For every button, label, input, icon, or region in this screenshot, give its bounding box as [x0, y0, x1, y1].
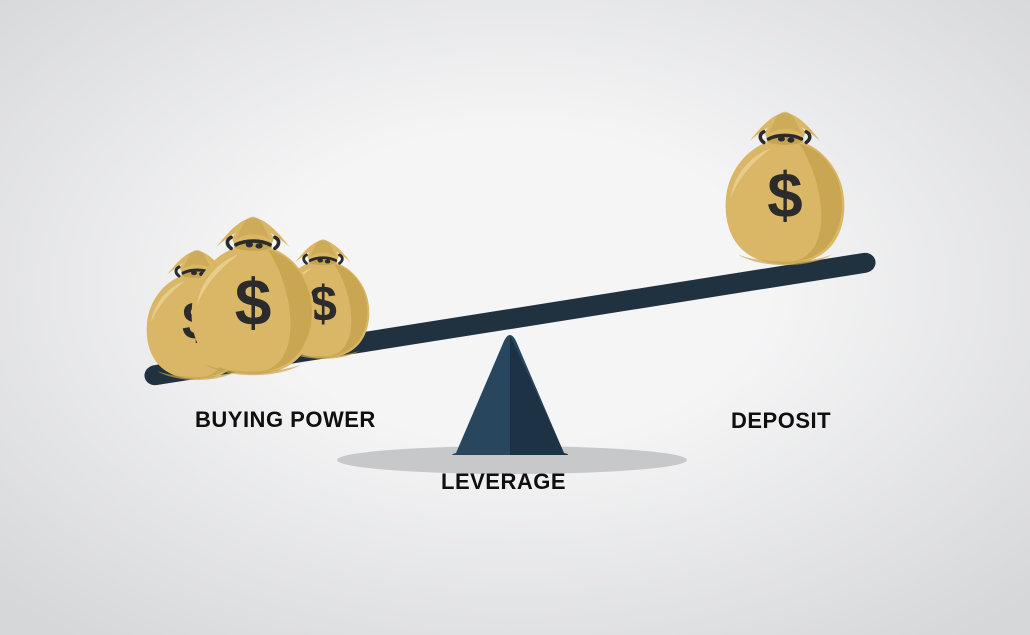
seesaw-svg: $ [0, 0, 1030, 635]
label-deposit: DEPOSIT [731, 408, 831, 434]
money-bag-left-front [192, 217, 315, 376]
label-leverage: LEVERAGE [441, 469, 566, 495]
label-buying-power: BUYING POWER [195, 407, 376, 433]
leverage-infographic: $ BUYING POWER LEVERAGE DEPOSIT [0, 0, 1030, 635]
money-bag-right-single [726, 112, 845, 265]
